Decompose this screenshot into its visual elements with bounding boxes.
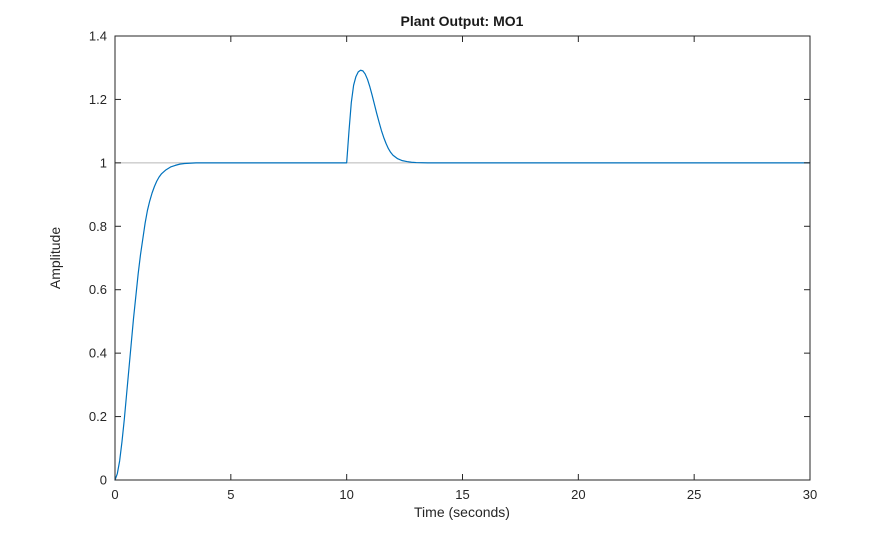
plot-area: 0 5 10 15 20 25 30 0 0.2 0.4 0.6 0.8 1 1.2 1.4: [89, 29, 817, 503]
x-tick-label: 20: [571, 487, 585, 502]
y-tick-label: 1.2: [89, 92, 107, 107]
y-tick-label: 0: [100, 473, 107, 488]
chart-title: Plant Output: MO1: [401, 13, 524, 29]
x-tick-label: 15: [455, 487, 469, 502]
x-tick-label: 25: [687, 487, 701, 502]
series-line-MO1: [114, 69, 811, 481]
x-tick-label: 30: [803, 487, 817, 502]
x-tick-label: 0: [111, 487, 118, 502]
y-axis-label: Amplitude: [47, 227, 63, 289]
y-tick-label: 0.2: [89, 409, 107, 424]
y-tick-label: 1.4: [89, 29, 107, 44]
x-axis-label: Time (seconds): [414, 504, 510, 520]
y-tick-label: 0.6: [89, 282, 107, 297]
y-tick-label: 0.8: [89, 219, 107, 234]
x-tick-label: 10: [339, 487, 353, 502]
y-tick-label: 1: [100, 155, 107, 170]
plot-background: [115, 36, 810, 480]
x-tick-label: 5: [227, 487, 234, 502]
y-tick-label: 0.4: [89, 346, 107, 361]
